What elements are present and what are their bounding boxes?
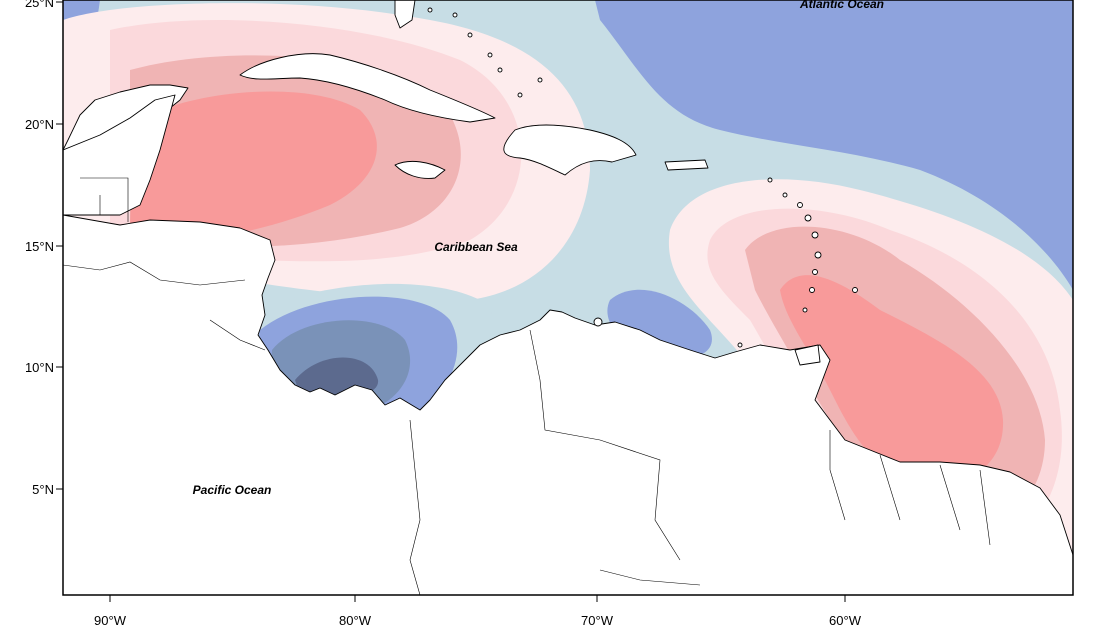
atlantic-ocean-label: Atlantic Ocean (799, 0, 884, 11)
landmass-cuba (239, 53, 496, 123)
latitude-axis: 25°N 20°N 15°N 10°N 5°N (25, 0, 63, 497)
landmass-trinidad (794, 344, 821, 366)
warm-contour-strong-east (780, 275, 1004, 486)
warm-contour-strong-west (130, 91, 377, 245)
map-frame (62, 0, 1074, 596)
pacific-ocean-label: Pacific Ocean (193, 483, 272, 497)
lon-tick-label: 60°W (829, 613, 862, 628)
longitude-axis: 90°W 80°W 70°W 60°W (94, 595, 862, 628)
lesser-antilles (593, 177, 858, 348)
lon-tick-label: 80°W (339, 613, 372, 628)
lat-tick-label: 10°N (25, 360, 54, 375)
landmass-jamaica (394, 160, 446, 179)
lon-tick-label: 90°W (94, 613, 127, 628)
lat-tick-label: 5°N (32, 482, 54, 497)
landmass-florida-tip (394, 0, 416, 29)
lat-tick-label: 15°N (25, 239, 54, 254)
lat-tick-label: 25°N (25, 0, 54, 10)
landmass-puerto-rico (664, 159, 709, 171)
country-borders (63, 177, 991, 595)
lat-tick-label: 20°N (25, 117, 54, 132)
landmass-hispaniola (503, 124, 637, 176)
cool-contour-atlantic (595, 0, 1073, 290)
lon-tick-label: 70°W (581, 613, 614, 628)
landmass-yucatan (63, 94, 176, 216)
bahamas (427, 7, 543, 98)
caribbean-sea-label: Caribbean Sea (434, 240, 518, 254)
